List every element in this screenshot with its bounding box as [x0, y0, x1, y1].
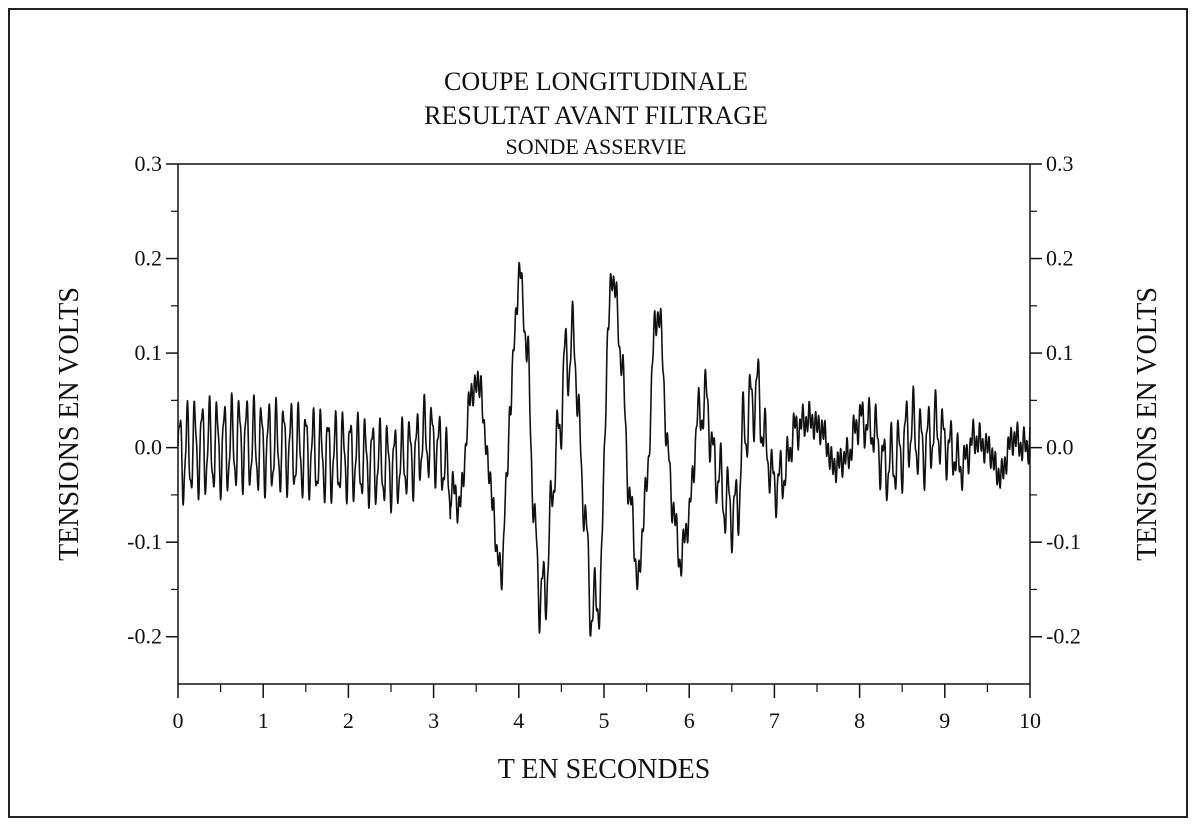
title-line-3: SONDE ASSERVIE — [506, 134, 687, 159]
x-tick-label: 5 — [599, 708, 610, 733]
y-tick-label-left: -0.2 — [127, 624, 162, 649]
y-tick-label-left: 0.3 — [135, 151, 163, 176]
y-tick-label-left: 0.0 — [135, 435, 163, 460]
series-group — [177, 261, 1031, 637]
x-tick-label: 7 — [769, 708, 780, 733]
y-tick-label-left: 0.2 — [135, 246, 163, 271]
x-tick-label: 2 — [343, 708, 354, 733]
title-line-2: RESULTAT AVANT FILTRAGE — [424, 101, 768, 130]
x-tick-label: 1 — [258, 708, 269, 733]
y-tick-label-right: 0.3 — [1046, 151, 1074, 176]
x-tick-label: 8 — [854, 708, 865, 733]
x-tick-label: 4 — [513, 708, 524, 733]
y-tick-label-right: -0.2 — [1046, 624, 1081, 649]
y-tick-label-left: -0.1 — [127, 529, 162, 554]
x-tick-label: 9 — [939, 708, 950, 733]
y-tick-label-right: 0.2 — [1046, 246, 1074, 271]
chart-frame: COUPE LONGITUDINALE RESULTAT AVANT FILTR… — [8, 8, 1188, 818]
y-axis-title-right: TENSIONS EN VOLTS — [1132, 287, 1163, 561]
x-tick-label: 3 — [428, 708, 439, 733]
y-tick-label-right: -0.1 — [1046, 529, 1081, 554]
chart-title: COUPE LONGITUDINALE RESULTAT AVANT FILTR… — [424, 67, 768, 159]
y-axis-title-left: TENSIONS EN VOLTS — [54, 287, 85, 561]
x-tick-label: 0 — [173, 708, 184, 733]
x-tick-label: 6 — [684, 708, 695, 733]
axis-tick-labels: 0 1 2 3 4 5 6 7 8 9 10 0.3 0.3 0.2 0.2 0.1 0.1 0.0 0.0 -0.1… — [127, 151, 1081, 733]
axis-ticks — [166, 163, 1042, 698]
y-tick-label-left: 0.1 — [135, 340, 163, 365]
chart-svg: COUPE LONGITUDINALE RESULTAT AVANT FILTR… — [54, 67, 1163, 785]
y-tick-label-right: 0.1 — [1046, 340, 1074, 365]
title-line-1: COUPE LONGITUDINALE — [444, 67, 748, 96]
series-line — [177, 261, 1031, 637]
y-tick-label-right: 0.0 — [1046, 435, 1074, 460]
x-tick-label: 10 — [1019, 708, 1041, 733]
x-axis-title: T EN SECONDES — [498, 754, 711, 785]
